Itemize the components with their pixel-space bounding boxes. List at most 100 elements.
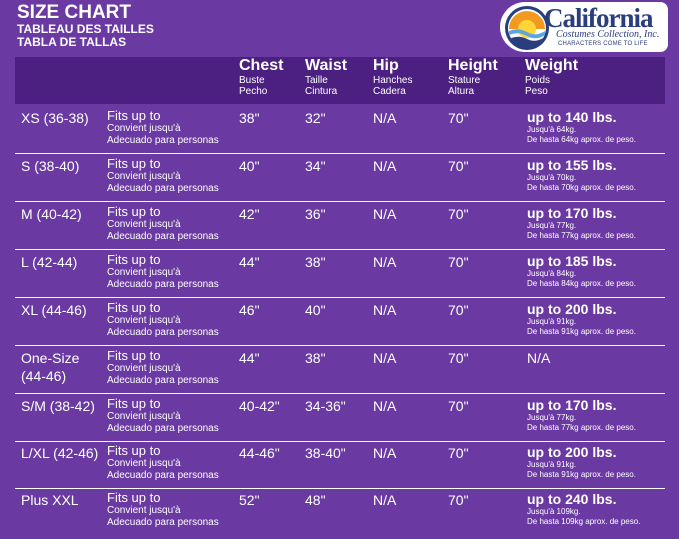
weight-value: up to 170 lbs. — [527, 397, 617, 413]
brand-logo: California Costumes Collection, Inc. CHA… — [500, 2, 670, 54]
fits-label-fr: Convient jusqu'à — [107, 219, 181, 230]
height-value: 70" — [448, 110, 469, 126]
fits-label-es: Adecuado para personas — [107, 470, 219, 481]
hip-value: N/A — [373, 350, 397, 366]
hip-value: N/A — [373, 206, 397, 222]
fits-cell: Fits up to Convient jusqu'à Adecuado par… — [107, 349, 219, 387]
weight-cell: up to 200 lbs. Jusqu'à 91kg. De hasta 91… — [527, 302, 636, 337]
fits-cell: Fits up to Convient jusqu'à Adecuado par… — [107, 253, 219, 291]
row-divider — [15, 345, 665, 346]
waist-value: 34-36" — [305, 398, 346, 414]
weight-value-fr: Jusqu'à 77kg. — [527, 413, 577, 422]
page-subtitle-fr: TABLEAU DES TAILLES — [17, 22, 154, 36]
weight-value: up to 240 lbs. — [527, 491, 617, 507]
header-chest-es: Pecho — [239, 86, 268, 97]
table-row: XS (36-38) Fits up to Convient jusqu'à A… — [15, 106, 665, 154]
waist-value: 48" — [305, 492, 326, 508]
header-height: Height Stature Altura — [448, 57, 498, 97]
fits-cell: Fits up to Convient jusqu'à Adecuado par… — [107, 157, 219, 195]
size-cell: XS (36-38) — [21, 109, 89, 127]
weight-value-es: De hasta 91kg aprox. de peso. — [527, 327, 636, 336]
sunset-icon — [505, 6, 549, 50]
weight-value-es: De hasta 109kg aprox. de peso. — [527, 517, 641, 526]
weight-value-fr: Jusqu'à 77kg. — [527, 221, 577, 230]
fits-label: Fits up to — [107, 300, 161, 315]
chest-value: 42" — [239, 206, 260, 222]
weight-cell: up to 170 lbs. Jusqu'à 77kg. De hasta 77… — [527, 206, 636, 241]
hip-value: N/A — [373, 158, 397, 174]
header-waist-fr: Taille — [305, 75, 328, 86]
waist-value: 36" — [305, 206, 326, 222]
size-label: L (42-44) — [21, 254, 78, 270]
chest-value: 44" — [239, 350, 260, 366]
fits-label-fr: Convient jusqu'à — [107, 123, 181, 134]
waist-value: 32" — [305, 110, 326, 126]
weight-value: up to 185 lbs. — [527, 253, 617, 269]
size-label: L/XL (42-46) — [21, 445, 99, 461]
weight-value-es: De hasta 70kg aprox. de peso. — [527, 183, 636, 192]
row-divider — [15, 393, 665, 394]
weight-value: up to 155 lbs. — [527, 157, 617, 173]
weight-cell: up to 240 lbs. Jusqu'à 109kg. De hasta 1… — [527, 492, 640, 527]
height-value: 70" — [448, 206, 469, 222]
row-divider — [15, 441, 665, 442]
weight-value-fr: Jusqu'à 70kg. — [527, 173, 577, 182]
size-label: One-Size — [21, 350, 80, 366]
logo-tagline: CHARACTERS COME TO LIFE — [558, 41, 648, 47]
table-row: One-Size (44-46) Fits up to Convient jus… — [15, 346, 665, 394]
size-label: S (38-40) — [21, 158, 80, 174]
weight-value: up to 140 lbs. — [527, 109, 617, 125]
fits-cell: Fits up to Convient jusqu'à Adecuado par… — [107, 301, 219, 339]
weight-cell: up to 185 lbs. Jusqu'à 84kg. De hasta 84… — [527, 254, 636, 289]
fits-label-es: Adecuado para personas — [107, 423, 219, 434]
header-chest: Chest Buste Pecho — [239, 57, 283, 97]
fits-label: Fits up to — [107, 443, 161, 458]
fits-label-es: Adecuado para personas — [107, 375, 219, 386]
weight-cell: N/A — [527, 350, 550, 366]
hip-value: N/A — [373, 254, 397, 270]
waist-value: 38-40" — [305, 445, 346, 461]
size-cell: XL (44-46) — [21, 301, 87, 319]
height-value: 70" — [448, 445, 469, 461]
waist-value: 38" — [305, 254, 326, 270]
page-subtitle-es: TABLA DE TALLAS — [17, 35, 127, 49]
weight-value-fr: Jusqu'à 64kg. — [527, 125, 577, 134]
header-waist-es: Cintura — [305, 86, 338, 97]
header-hip-fr: Hanches — [373, 75, 413, 86]
fits-cell: Fits up to Convient jusqu'à Adecuado par… — [107, 205, 219, 243]
fits-label-fr: Convient jusqu'à — [107, 171, 181, 182]
title-block: SIZE CHART TABLEAU DES TAILLES TABLA DE … — [17, 3, 154, 49]
height-value: 70" — [448, 350, 469, 366]
fits-label-fr: Convient jusqu'à — [107, 458, 181, 469]
fits-label-fr: Convient jusqu'à — [107, 315, 181, 326]
chest-value: 38" — [239, 110, 260, 126]
page-title: SIZE CHART — [17, 2, 131, 23]
weight-cell: up to 140 lbs. Jusqu'à 64kg. De hasta 64… — [527, 110, 636, 145]
size-label-range: (44-46) — [21, 368, 67, 384]
height-value: 70" — [448, 398, 469, 414]
row-divider — [15, 201, 665, 202]
chest-value: 52" — [239, 492, 260, 508]
weight-value-fr: Jusqu'à 91kg. — [527, 317, 577, 326]
header-hip: Hip Hanches Cadera — [373, 57, 412, 97]
table-row: L/XL (42-46) Fits up to Convient jusqu'à… — [15, 441, 665, 489]
hip-value: N/A — [373, 302, 397, 318]
fits-cell: Fits up to Convient jusqu'à Adecuado par… — [107, 109, 219, 147]
weight-value: up to 200 lbs. — [527, 301, 617, 317]
height-value: 70" — [448, 492, 469, 508]
size-cell: S (38-40) — [21, 157, 79, 175]
fits-label: Fits up to — [107, 490, 161, 505]
table-row: S/M (38-42) Fits up to Convient jusqu'à … — [15, 394, 665, 442]
column-header-bar: Chest Buste Pecho Waist Taille Cintura H… — [15, 57, 665, 104]
fits-label: Fits up to — [107, 108, 161, 123]
chest-value: 44-46" — [239, 445, 280, 461]
fits-cell: Fits up to Convient jusqu'à Adecuado par… — [107, 397, 219, 435]
logo-wordmark: California — [544, 3, 653, 33]
weight-value: up to 170 lbs. — [527, 205, 617, 221]
fits-label-fr: Convient jusqu'à — [107, 411, 181, 422]
header-hip-label: Hip — [373, 57, 399, 74]
header-weight-label: Weight — [525, 57, 579, 74]
size-cell: M (40-42) — [21, 205, 82, 223]
fits-label-fr: Convient jusqu'à — [107, 505, 181, 516]
row-divider — [15, 488, 665, 489]
